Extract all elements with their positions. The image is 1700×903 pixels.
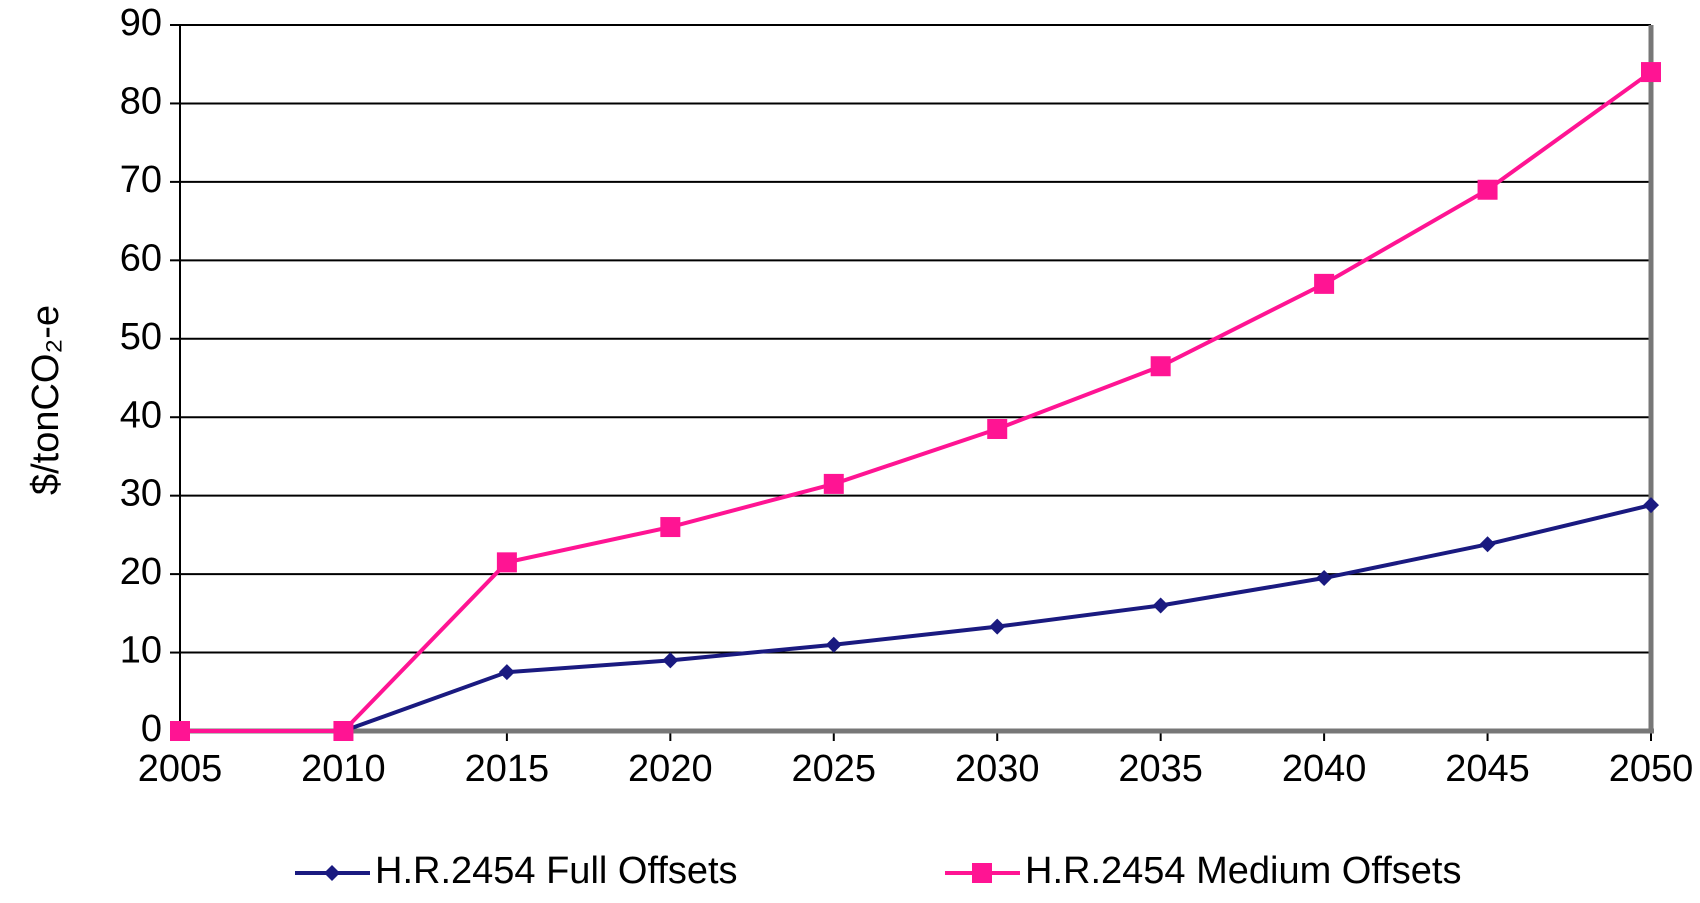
y-tick-label: 70: [120, 159, 162, 201]
point-marker: [1477, 179, 1498, 200]
x-tick-label: 2025: [792, 748, 877, 790]
y-tick-label: 40: [120, 394, 162, 436]
point-marker: [989, 618, 1006, 635]
y-tick-label: 50: [120, 316, 162, 358]
x-tick-label: 2030: [955, 748, 1040, 790]
point-marker: [1643, 497, 1659, 514]
point-marker: [1316, 570, 1333, 587]
x-tick-label: 2020: [628, 748, 713, 790]
point-marker: [1479, 536, 1496, 553]
y-tick-label: 20: [120, 551, 162, 593]
point-marker: [333, 721, 354, 741]
y-tick-label: 0: [141, 708, 162, 750]
y-tick-label: 10: [120, 630, 162, 672]
point-marker: [1641, 62, 1661, 83]
x-tick-label: 2040: [1282, 748, 1367, 790]
point-marker: [496, 552, 517, 573]
x-tick-label: 2015: [465, 748, 550, 790]
legend-label: H.R.2454 Medium Offsets: [1025, 850, 1461, 892]
x-tick-label: 2035: [1118, 748, 1203, 790]
point-marker: [662, 652, 679, 669]
legend-marker: [324, 865, 340, 881]
point-marker: [660, 517, 681, 538]
legend-label: H.R.2454 Full Offsets: [375, 850, 738, 892]
y-tick-label: 80: [120, 80, 162, 122]
point-marker: [170, 721, 190, 741]
point-marker: [1152, 597, 1169, 614]
x-tick-label: 2005: [138, 748, 223, 790]
series-line: [180, 70, 1653, 733]
y-tick-label: 30: [120, 473, 162, 515]
series-line: [180, 503, 1652, 733]
point-marker: [823, 473, 844, 494]
point-marker: [498, 664, 515, 681]
point-marker: [1150, 356, 1171, 377]
point-marker: [987, 418, 1008, 439]
point-marker: [825, 636, 842, 653]
x-tick-label: 2010: [301, 748, 386, 790]
x-tick-label: 2045: [1445, 748, 1530, 790]
y-tick-label: 60: [120, 237, 162, 279]
point-marker: [1314, 273, 1335, 294]
y-tick-label: 90: [120, 2, 162, 44]
y-axis-label: $/tonCO₂-e: [25, 305, 67, 495]
x-tick-label: 2050: [1609, 748, 1694, 790]
legend-marker: [972, 863, 992, 883]
